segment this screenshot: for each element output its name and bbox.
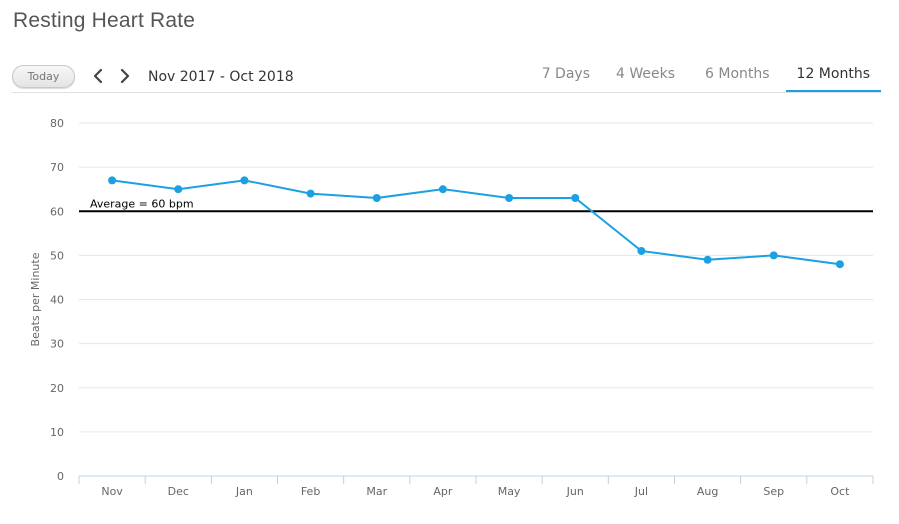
y-tick-label: 70 [50,161,64,174]
header-divider [12,92,881,93]
data-point [835,260,844,269]
today-button[interactable]: Today [12,65,75,88]
average-reference-label: Average = 60 bpm [90,197,194,210]
page-title: Resting Heart Rate [13,9,196,32]
x-tick-label: Dec [168,485,189,498]
data-point [240,176,249,185]
y-tick-label: 50 [50,249,64,262]
x-tick-label: Mar [366,485,387,498]
data-point [505,194,514,203]
data-point [174,185,183,194]
x-tick-label: Aug [697,485,718,498]
data-point [703,255,712,264]
y-tick-label: 20 [50,382,64,395]
period-tabs: 7 Days 4 Weeks 6 Months 12 Months [532,60,881,93]
data-point [372,194,381,203]
series-line [111,179,841,266]
x-tick-label: Jan [235,485,253,498]
chevron-right-icon[interactable] [118,67,132,85]
y-tick-label: 60 [50,205,64,218]
y-tick-label: 10 [50,426,64,439]
x-tick-label: Sep [763,485,784,498]
data-point [438,185,447,194]
data-point [637,246,646,255]
data-point [108,176,117,185]
x-tick-label: Jun [566,485,584,498]
data-point [306,189,315,198]
x-tick-label: Oct [830,485,850,498]
y-axis-title: Beats per Minute [29,252,42,346]
y-tick-label: 80 [50,117,64,130]
y-tick-label: 0 [57,470,64,483]
data-point [769,251,778,260]
x-tick-label: Apr [433,485,453,498]
x-tick-label: Nov [101,485,123,498]
x-tick-label: May [498,485,521,498]
tab-6-months[interactable]: 6 Months [705,66,770,82]
date-range-label: Nov 2017 - Oct 2018 [148,69,294,85]
tab-12-months[interactable]: 12 Months [785,60,881,92]
y-tick-label: 30 [50,338,64,351]
x-tick-label: Feb [301,485,320,498]
tab-4-weeks[interactable]: 4 Weeks [616,66,676,82]
tab-7-days[interactable]: 7 Days [541,66,590,82]
chevron-left-icon[interactable] [91,67,105,85]
y-tick-label: 40 [50,294,64,307]
data-point [571,194,580,203]
x-tick-label: Jul [634,485,648,498]
